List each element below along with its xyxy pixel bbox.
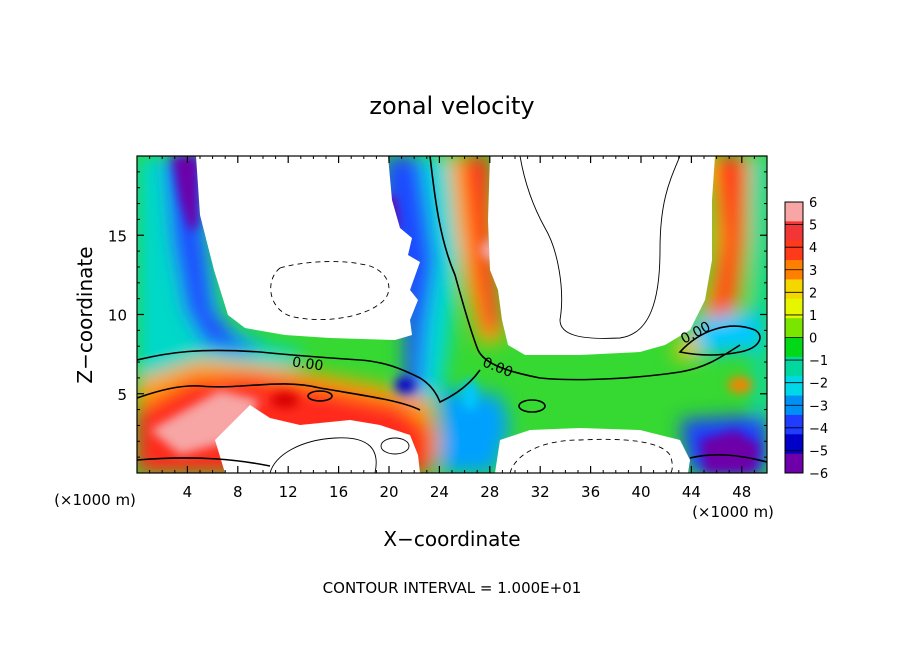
x-tick-label-8: 8 <box>233 483 243 501</box>
y-tick-label-10: 10 <box>108 307 127 325</box>
contour-dashed-lower-right <box>509 438 673 473</box>
x-tick-label-40: 40 <box>631 483 650 501</box>
colorbar-segment-2 <box>785 240 803 261</box>
colorbar-segment-5 <box>785 298 803 319</box>
y-tick-label-5: 5 <box>117 386 127 404</box>
field-spot-blue-x21 <box>395 377 415 393</box>
contour-lines <box>137 156 767 473</box>
field-band-right-mid-cyan <box>690 310 760 355</box>
contour-zero-right-loop <box>678 325 761 356</box>
contour-label-0: 0.00 <box>291 354 324 374</box>
field-band-lower-center-blue <box>440 390 510 473</box>
field-band-right-edge-cyan <box>752 156 767 420</box>
colorbar-segment-0 <box>785 202 803 222</box>
field-spot-red-x12 <box>271 392 299 408</box>
contour-thin-lower-left <box>269 437 377 473</box>
contour-zero-center <box>429 156 741 381</box>
x-tick-label-20: 20 <box>379 483 398 501</box>
colorbar-segment-7 <box>785 337 803 358</box>
field-saturated-upper-left <box>196 156 420 340</box>
contour-thin-upper-right <box>519 156 681 339</box>
colorbar-segment-4 <box>785 279 803 300</box>
contour-thin-small-loop <box>380 437 410 455</box>
contour-zero-left <box>137 349 481 404</box>
colorbar-segment-11 <box>785 414 803 435</box>
x-tick-label-24: 24 <box>430 483 449 501</box>
x-tick-label-4: 4 <box>183 483 193 501</box>
contour-zero-small-loop <box>518 399 546 413</box>
x-axis-label: X−coordinate <box>383 527 520 551</box>
chart-title: zonal velocity <box>369 92 534 120</box>
field-saturated-upper-right <box>488 156 715 355</box>
field-band-right-red <box>700 156 745 345</box>
colorbar-segment-6 <box>785 318 803 338</box>
x-scale-note-right: (×1000 m) <box>692 503 774 521</box>
colorbar-segment-13 <box>785 453 803 474</box>
colorbar-segment-12 <box>785 434 803 455</box>
field-spot-cyan-x26 <box>462 379 478 411</box>
colorbar-tick-label-12: −6 <box>809 467 828 482</box>
colorbar-tick-label-2: 4 <box>809 241 817 256</box>
contour-interval-label: CONTOUR INTERVAL = 1.000E+01 <box>323 579 582 597</box>
x-tick-label-44: 44 <box>682 483 701 501</box>
x-tick-label-32: 32 <box>531 483 550 501</box>
colorbar-tick-label-3: 3 <box>809 264 817 279</box>
colorbar-segment-1 <box>785 221 803 242</box>
y-tick-label-15: 15 <box>108 227 127 245</box>
colorbar-tick-label-10: −4 <box>809 422 828 437</box>
colorbar-tick-label-9: −3 <box>809 399 828 414</box>
field-strip-purple-lowright <box>700 430 760 473</box>
colorbar-tick-label-5: 1 <box>809 309 817 324</box>
field-saturated-lower-left <box>215 405 420 473</box>
contour-zero-bottom <box>137 454 767 467</box>
y-axis-ticks: 5 10 15 <box>108 171 767 458</box>
x-tick-label-12: 12 <box>279 483 298 501</box>
colorbar: 6 5 4 3 2 1 0 −1 −2 −3 −4 −5 −6 <box>784 196 828 482</box>
field-spot-orange-x46 <box>728 377 752 393</box>
y-axis-label: Z−coordinate <box>73 246 97 383</box>
colorbar-segment-8 <box>785 356 803 377</box>
x-tick-label-48: 48 <box>732 483 751 501</box>
colorbar-tick-label-1: 5 <box>809 219 817 234</box>
colorbar-tick-label-7: −1 <box>809 354 828 369</box>
x-tick-label-28: 28 <box>480 483 499 501</box>
field-band-center-red <box>462 156 500 335</box>
field-strip-purple-left <box>172 156 198 232</box>
colorbar-tick-label-6: 0 <box>809 332 817 347</box>
x-tick-label-36: 36 <box>581 483 600 501</box>
x-axis-ticks: 4 8 12 16 20 24 28 32 36 40 44 48 <box>149 156 755 501</box>
colorbar-tick-label-4: 2 <box>809 286 817 301</box>
x-tick-label-16: 16 <box>329 483 348 501</box>
colorbar-tick-label-0: 6 <box>809 196 817 211</box>
contour-zero-small-loop-2 <box>307 390 333 402</box>
field-band-center-cyan <box>420 156 460 400</box>
x-scale-note-left: (×1000 m) <box>54 491 136 509</box>
contour-zero-lower <box>137 383 421 411</box>
field-saturated-lower-right <box>495 428 690 473</box>
contour-dashed-upper-left <box>270 261 390 321</box>
colorbar-segment-9 <box>785 376 803 397</box>
colorbar-tick-label-11: −5 <box>809 444 828 459</box>
colorbar-tick-label-8: −2 <box>809 377 828 392</box>
heatmap-field: 0.00 0.000.00 <box>137 156 767 473</box>
